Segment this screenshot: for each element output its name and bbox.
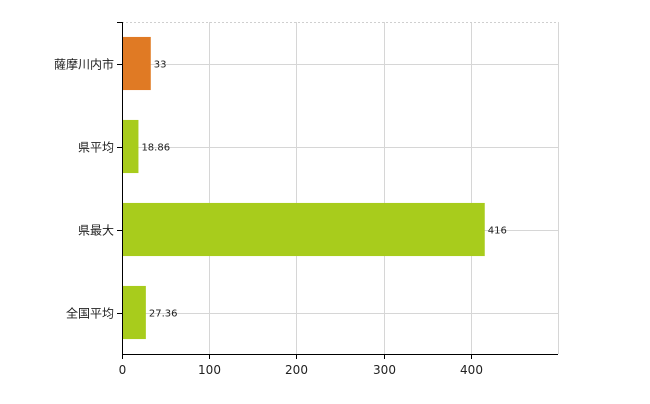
bar-group — [122, 36, 485, 340]
label-group: 33 18.86 416 27.36 0 100 200 300 400 薩摩川内市県平均県最大全… — [54, 57, 507, 378]
category-label: 県最大 — [78, 224, 114, 238]
category-label: 薩摩川内市 — [54, 57, 114, 72]
x-tick-label: 100 — [198, 363, 221, 377]
x-tick-label: 0 — [119, 363, 127, 377]
grid-lines — [122, 22, 559, 354]
axes — [117, 22, 558, 359]
data-label: 33 — [154, 60, 167, 71]
x-tick-label: 400 — [460, 363, 483, 377]
bar — [122, 202, 485, 257]
category-label: 全国平均 — [66, 306, 114, 321]
data-label: 416 — [488, 226, 507, 237]
bar — [122, 119, 139, 174]
category-label: 県平均 — [78, 141, 114, 155]
data-label: 27.36 — [149, 309, 178, 320]
data-label: 18.86 — [141, 143, 170, 154]
x-tick-label: 200 — [285, 363, 308, 377]
bar — [122, 36, 151, 91]
x-tick-label: 300 — [373, 363, 396, 377]
bar — [122, 285, 146, 340]
